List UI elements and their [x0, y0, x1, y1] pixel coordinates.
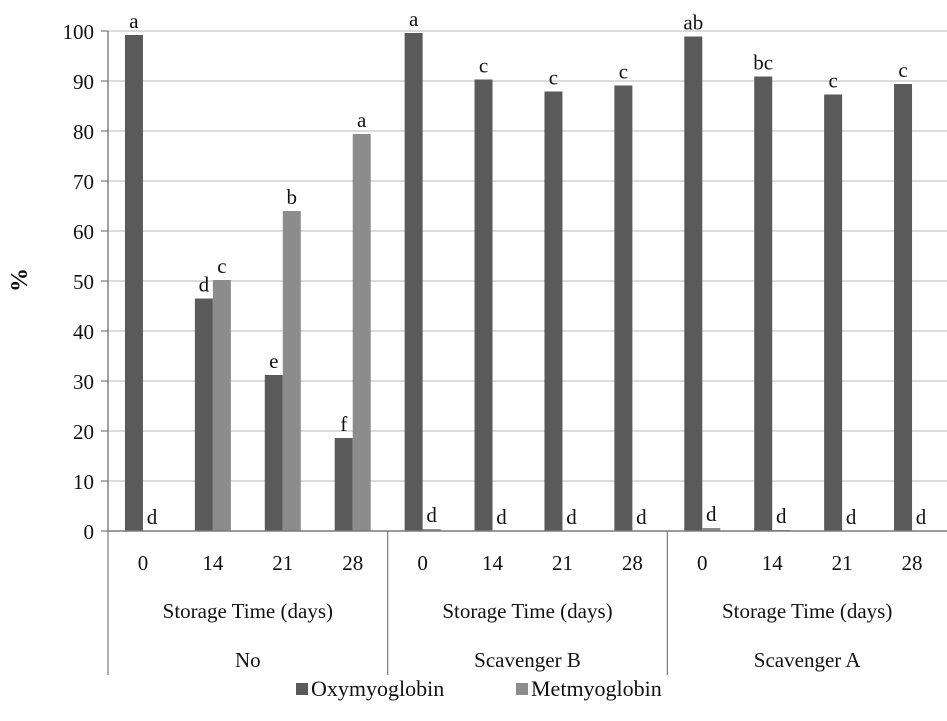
bar-oxymyoglobin	[614, 85, 633, 531]
bar-oxymyoglobin	[474, 79, 493, 531]
y-tick-label: 40	[73, 320, 94, 344]
legend-label: Oxymyoglobin	[311, 676, 444, 701]
significance-letter: d	[566, 505, 577, 529]
significance-letter: c	[217, 254, 226, 278]
x-tick-label: 28	[342, 551, 363, 575]
x-tick-label: 21	[272, 551, 293, 575]
y-tick-label: 100	[63, 20, 95, 44]
legend: Oxymyoglobin Metmyoglobin	[296, 676, 662, 701]
significance-letter: b	[287, 185, 298, 209]
significance-letter: c	[898, 58, 907, 82]
significance-letter: f	[340, 412, 347, 436]
bar-oxymyoglobin	[684, 36, 703, 531]
bar-metmyoglobin	[422, 529, 441, 531]
group-label: No	[235, 648, 261, 672]
x-tick-label: 0	[697, 551, 708, 575]
legend-swatch-oxymyoglobin	[296, 683, 308, 695]
y-tick-label: 70	[73, 170, 94, 194]
x-axis-sublabel: Storage Time (days)	[163, 599, 333, 623]
significance-letter: d	[496, 505, 507, 529]
axes: 0 10 20 30 40 50 60 70 80 90 100 0 14 21 28 Storage Tim…	[63, 20, 947, 675]
bar-oxymyoglobin	[754, 76, 773, 531]
group-label: Scavenger A	[754, 648, 862, 672]
significance-letter: d	[636, 505, 647, 529]
significance-letter: e	[269, 349, 278, 373]
significance-letter: d	[916, 505, 927, 529]
legend-swatch-metmyoglobin	[516, 683, 528, 695]
x-tick-label: 0	[417, 551, 428, 575]
significance-letter: ab	[683, 11, 703, 35]
significance-letter: a	[129, 9, 139, 33]
y-tick-label: 0	[84, 520, 95, 544]
bar-oxymyoglobin	[544, 91, 563, 531]
x-tick-label: 21	[552, 551, 573, 575]
bar-metmyoglobin	[352, 134, 371, 531]
y-tick-label: 10	[73, 470, 94, 494]
significance-letter: a	[357, 108, 367, 132]
bar-oxymyoglobin	[404, 33, 423, 531]
x-tick-label: 14	[202, 551, 224, 575]
y-axis-title: %	[7, 268, 33, 292]
x-tick-label: 14	[762, 551, 784, 575]
group-label: Scavenger B	[474, 648, 581, 672]
significance-letter: d	[147, 505, 158, 529]
bars	[124, 33, 913, 531]
significance-letter: c	[479, 54, 488, 78]
x-tick-label: 28	[622, 551, 643, 575]
significance-letter: c	[549, 66, 558, 90]
significance-letter: d	[199, 273, 210, 297]
significance-letter: d	[706, 502, 717, 526]
x-tick-label: 21	[832, 551, 853, 575]
y-tick-label: 20	[73, 420, 94, 444]
bar-oxymyoglobin	[194, 298, 213, 531]
y-tick-label: 90	[73, 70, 94, 94]
bar-oxymyoglobin	[824, 94, 843, 531]
x-axis-sublabel: Storage Time (days)	[722, 599, 892, 623]
significance-letter: bc	[753, 51, 773, 75]
bar-metmyoglobin	[282, 211, 301, 531]
bar-metmyoglobin	[212, 280, 231, 531]
bar-oxymyoglobin	[124, 35, 143, 531]
significance-letter: c	[619, 60, 628, 84]
bar-oxymyoglobin	[334, 438, 353, 531]
y-tick-label: 50	[73, 270, 94, 294]
significance-letter: d	[426, 503, 437, 527]
x-axis-sublabel: Storage Time (days)	[442, 599, 612, 623]
significance-letter: d	[846, 505, 857, 529]
x-tick-label: 28	[902, 551, 923, 575]
legend-label: Metmyoglobin	[531, 676, 662, 701]
gridlines	[108, 30, 947, 482]
significance-letter: a	[409, 7, 419, 31]
bar-oxymyoglobin	[894, 84, 913, 531]
bar-metmyoglobin	[702, 528, 721, 531]
significance-letter: d	[776, 504, 787, 528]
x-tick-label: 14	[482, 551, 504, 575]
bar-oxymyoglobin	[264, 375, 283, 531]
y-tick-label: 80	[73, 120, 94, 144]
x-tick-label: 0	[138, 551, 149, 575]
y-tick-label: 30	[73, 370, 94, 394]
significance-letter: c	[828, 69, 837, 93]
y-tick-label: 60	[73, 220, 94, 244]
